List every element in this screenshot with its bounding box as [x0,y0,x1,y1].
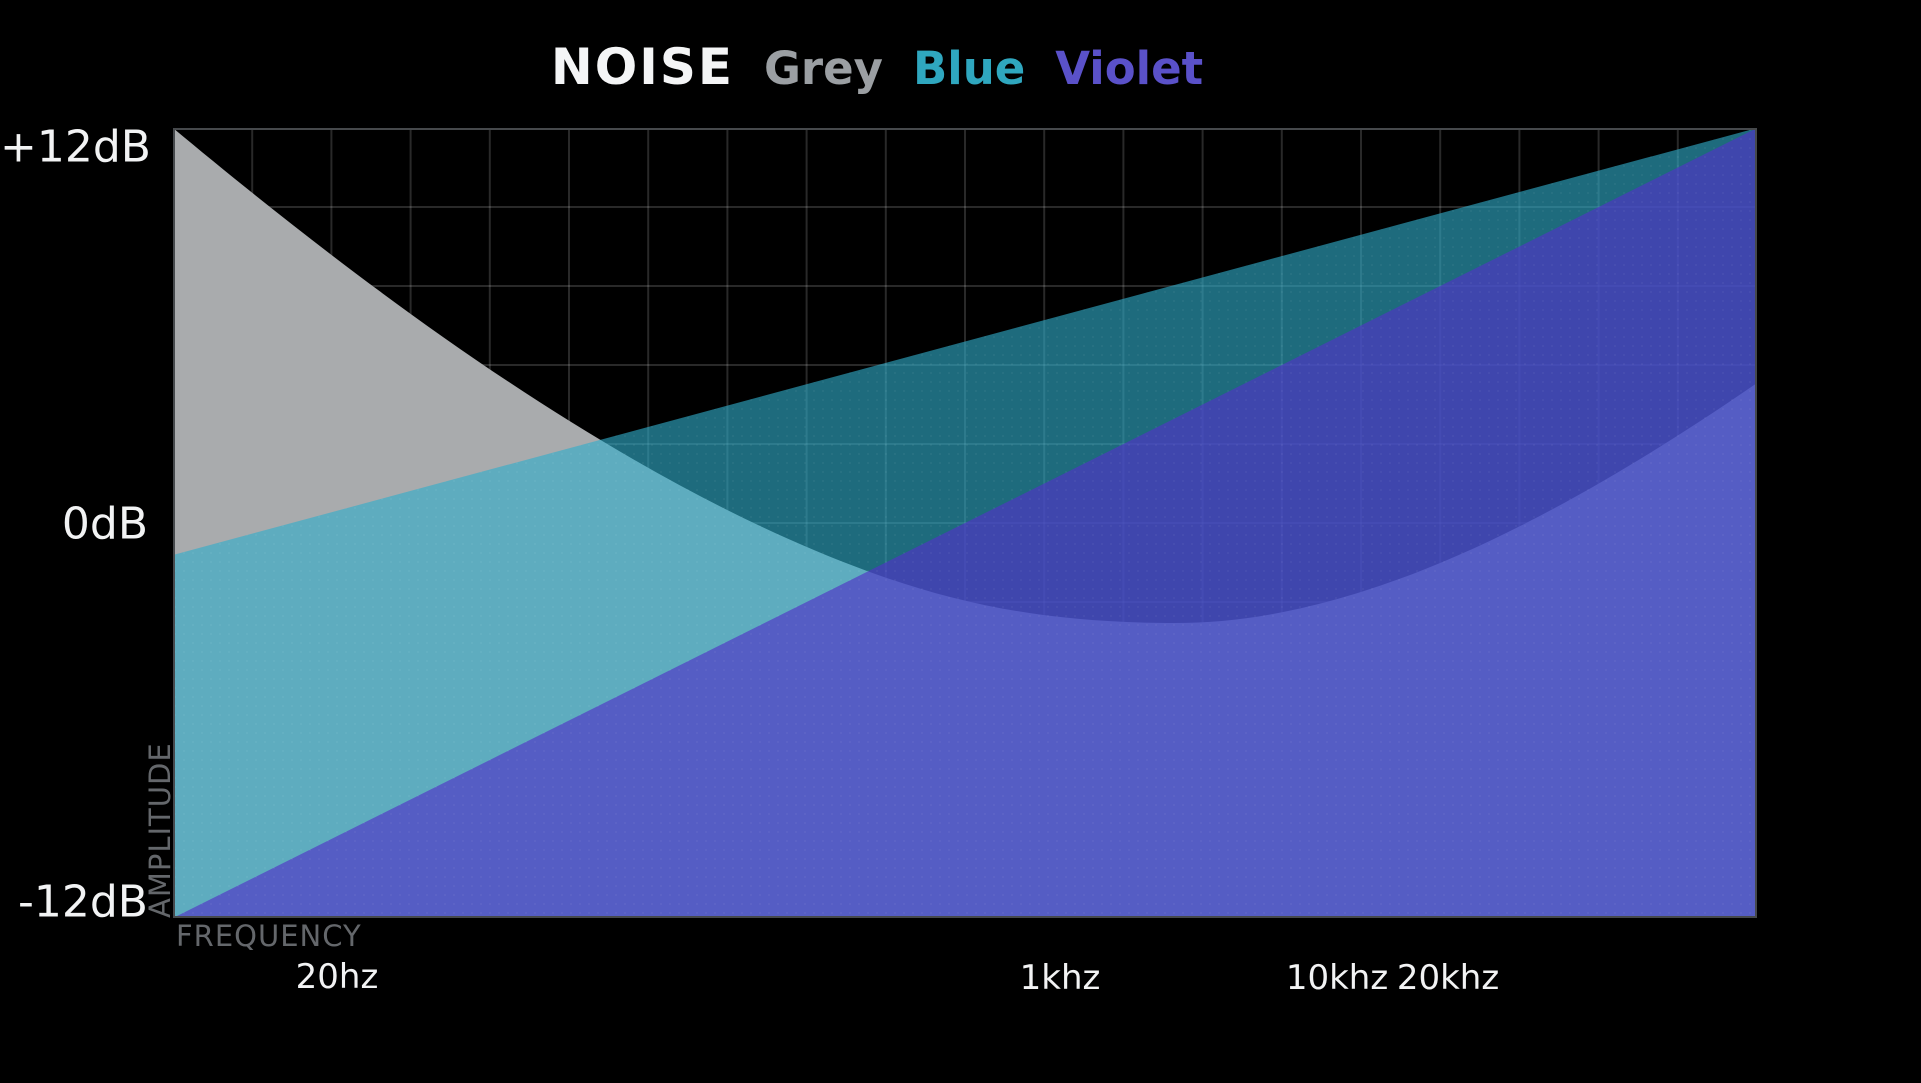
xtick-20khz: 20khz [1396,958,1500,998]
legend-blue: Blue [912,42,1026,95]
xtick-1khz: 1khz [1019,958,1101,998]
title-noise: NOISE [550,38,734,96]
noise-texture-overlay [173,128,1757,918]
legend-grey: Grey [764,42,883,95]
plot-area [173,128,1757,918]
y-axis-title: AMPLITUDE [143,742,177,918]
ytick-minus12db: -12dB [18,876,148,928]
xtick-10khz: 10khz [1285,958,1389,998]
legend-violet: Violet [1055,42,1204,95]
chart-title: NOISE Grey Blue Violet [0,38,1754,96]
xtick-20hz: 20hz [295,957,379,997]
x-axis-title: FREQUENCY [176,919,362,953]
plot-border [173,128,1757,918]
ytick-plus12db: +12dB [0,121,151,173]
ytick-0db: 0dB [61,498,148,550]
